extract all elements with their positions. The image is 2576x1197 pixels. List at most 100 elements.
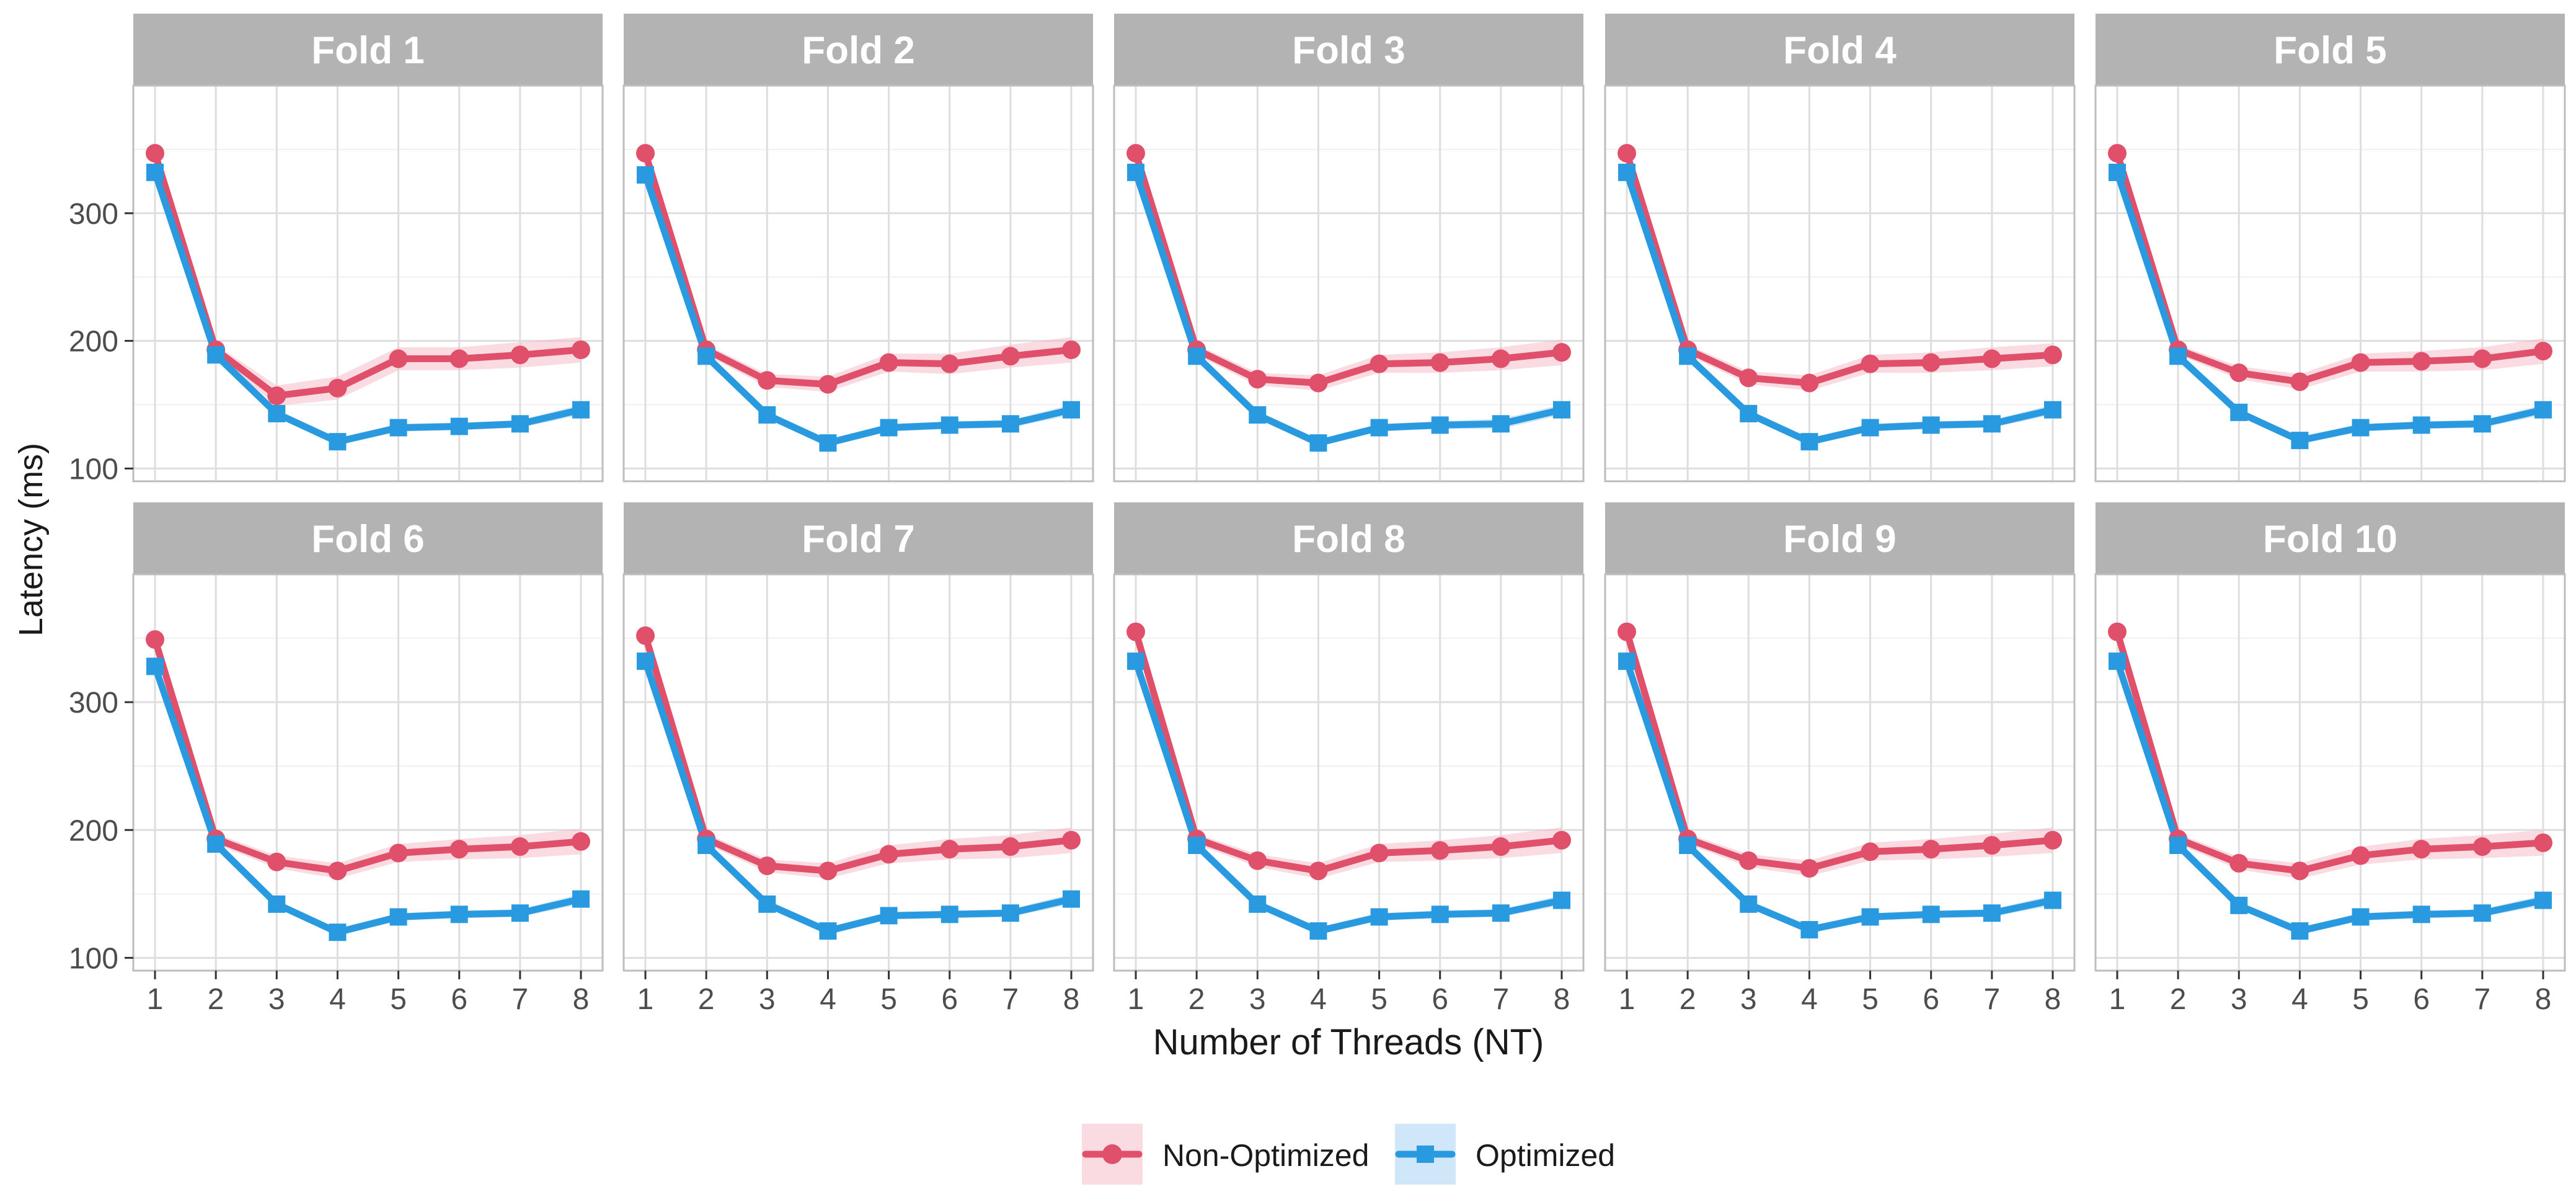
data-point [2043,830,2062,850]
facet-title: Fold 7 [802,518,915,561]
data-point [2412,416,2430,434]
data-point [1922,906,1940,923]
data-point [1618,622,1636,641]
data-point [389,349,408,368]
data-point [510,345,529,365]
data-point [2351,846,2370,865]
series-line [1132,169,1565,447]
legend: Non-Optimized Optimized [1082,1124,1615,1185]
data-point [758,371,777,390]
x-tick-label: 1 [147,983,164,1016]
facet-panel: Fold 3 [1113,14,1585,483]
data-point [1248,370,1267,389]
data-point [2044,401,2061,419]
series-line [2113,169,2547,444]
data-point [1921,840,1941,859]
data-point [2472,349,2492,368]
series-line [1623,149,2056,386]
confidence-band [645,629,1071,879]
data-point [511,415,529,433]
data-point [1249,895,1267,913]
data-point [146,144,164,163]
panel-border [2094,573,2566,972]
series-line [1132,149,1565,386]
data-point [1739,851,1758,870]
y-tick-label: 100 [69,942,118,975]
panel-border [1113,573,1585,972]
data-point [449,349,469,368]
data-point [1921,353,1941,372]
data-point [146,163,164,181]
data-point [1982,349,2001,368]
data-point [1062,340,1081,360]
panel-border [622,84,1094,483]
x-tick-label: 8 [1063,983,1080,1016]
data-point [510,837,529,857]
data-point [389,908,407,926]
data-point [1430,841,1450,860]
x-tick-label: 7 [512,983,529,1016]
confidence-band [1627,146,2053,391]
data-point [449,840,469,859]
data-point [1552,830,1571,850]
facet-strip [2096,14,2565,86]
data-point [2534,342,2552,361]
confidence-band [1136,146,1562,391]
x-tick-label: 2 [208,983,224,1016]
data-point [1618,163,1635,181]
data-point [1370,354,1389,373]
x-tick-label: 2 [698,983,715,1016]
data-point [2109,163,2126,181]
data-point [1430,353,1450,372]
data-point [2534,891,2552,909]
facet-strip [1114,14,1583,86]
data-point [572,401,590,419]
facet-title: Fold 1 [311,29,425,72]
data-point [572,340,590,360]
data-point [940,840,959,859]
data-point [697,347,715,365]
confidence-band [2117,146,2543,389]
data-point [1552,343,1571,362]
facet-panel: Fold 6 100 200 300 1 2 3 4 5 6 7 8 [69,502,604,1016]
x-tick-label: 8 [2535,983,2552,1016]
x-tick-label: 6 [1923,983,1939,1016]
x-tick-label: 3 [2231,983,2247,1016]
data-point [819,434,837,452]
series-line [151,149,585,399]
legend-key-marker [1417,1146,1434,1163]
data-point [450,906,468,923]
data-point [1126,622,1145,641]
facet-strip [133,502,603,574]
data-point [2229,363,2249,383]
data-point [1861,419,1879,437]
x-tick-label: 5 [880,983,897,1016]
data-point [1740,895,1758,913]
data-point [2352,419,2370,437]
legend-item: Non-Optimized [1082,1124,1369,1185]
data-point [2291,922,2309,940]
series-line [1132,628,1565,874]
data-point [636,626,655,645]
data-point [511,904,529,922]
x-axis-title: Number of Threads (NT) [1153,1022,1544,1062]
data-point [1553,891,1570,909]
data-point [2044,891,2061,909]
data-point [329,923,347,941]
data-point [2290,372,2309,391]
data-point [940,354,959,373]
series-line [151,636,585,874]
data-point [1491,349,1510,368]
data-point [268,404,286,422]
facet-panel: Fold 5 [2094,14,2566,483]
data-point [2412,906,2430,923]
facet-strip [1605,14,2074,86]
data-point [267,386,286,406]
data-point [329,433,347,451]
x-tick-label: 8 [2045,983,2061,1016]
data-point [1431,416,1449,434]
data-point [818,375,838,394]
data-point [1309,861,1328,881]
data-point [941,416,958,434]
data-point [1370,419,1388,437]
